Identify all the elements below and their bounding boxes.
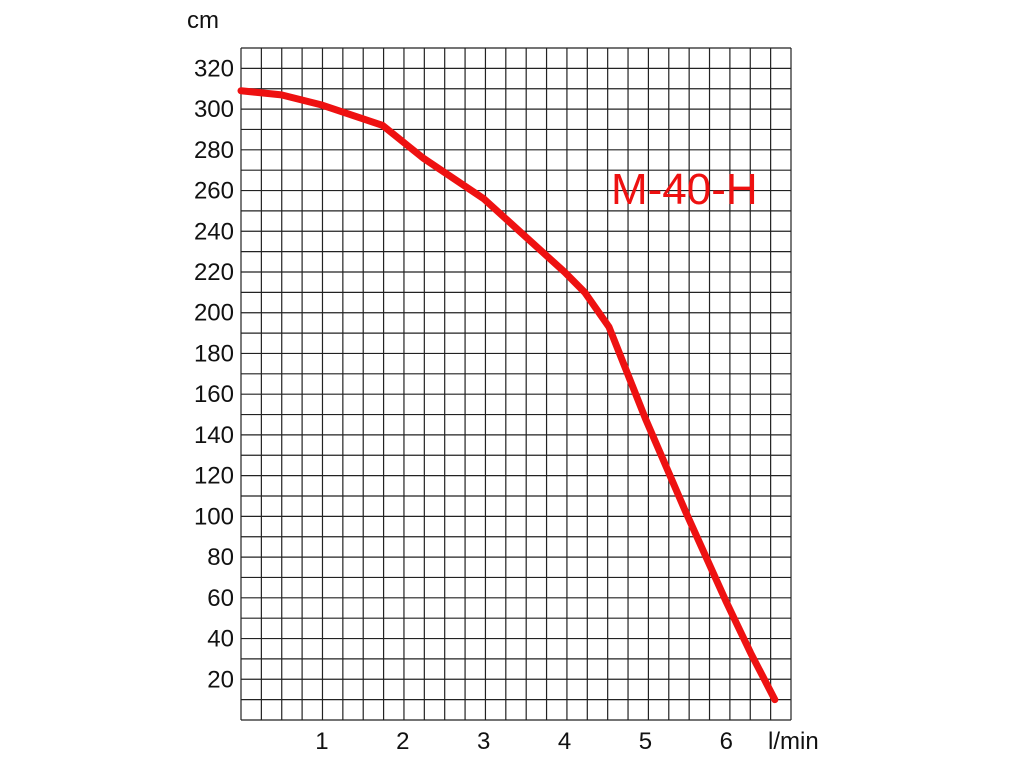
y-tick-label: 140 [194,422,234,449]
x-tick-label: 2 [396,728,409,755]
y-tick-label: 320 [194,55,234,82]
series-line [237,87,779,704]
y-tick-label: 120 [194,463,234,490]
y-tick-label: 60 [207,585,234,612]
series-label: M-40-H [611,165,758,214]
y-tick-label: 300 [194,96,234,123]
y-tick-label: 260 [194,178,234,205]
y-axis-unit-label: cm [187,7,219,34]
y-tick-label: 80 [207,544,234,571]
y-tick-label: 200 [194,300,234,327]
x-tick-label: 1 [315,728,328,755]
y-tick-label: 240 [194,218,234,245]
series-lines [237,87,779,704]
y-tick-label: 180 [194,340,234,367]
grid [240,47,792,721]
x-tick-label: 6 [720,728,733,755]
x-tick-labels: 1 2 3 4 5 6 [315,728,733,755]
x-axis-unit-label: l/min [768,728,819,755]
y-tick-label: 160 [194,381,234,408]
y-tick-label: 220 [194,259,234,286]
x-tick-label: 5 [639,728,652,755]
y-tick-label: 100 [194,503,234,530]
y-tick-label: 280 [194,137,234,164]
y-tick-label: 40 [207,626,234,653]
x-tick-label: 3 [477,728,490,755]
y-tick-labels: 20 40 60 80 100 120 140 160 180 200 220 240 260 280 30… [194,55,234,693]
y-tick-label: 20 [207,666,234,693]
x-tick-label: 4 [558,728,571,755]
